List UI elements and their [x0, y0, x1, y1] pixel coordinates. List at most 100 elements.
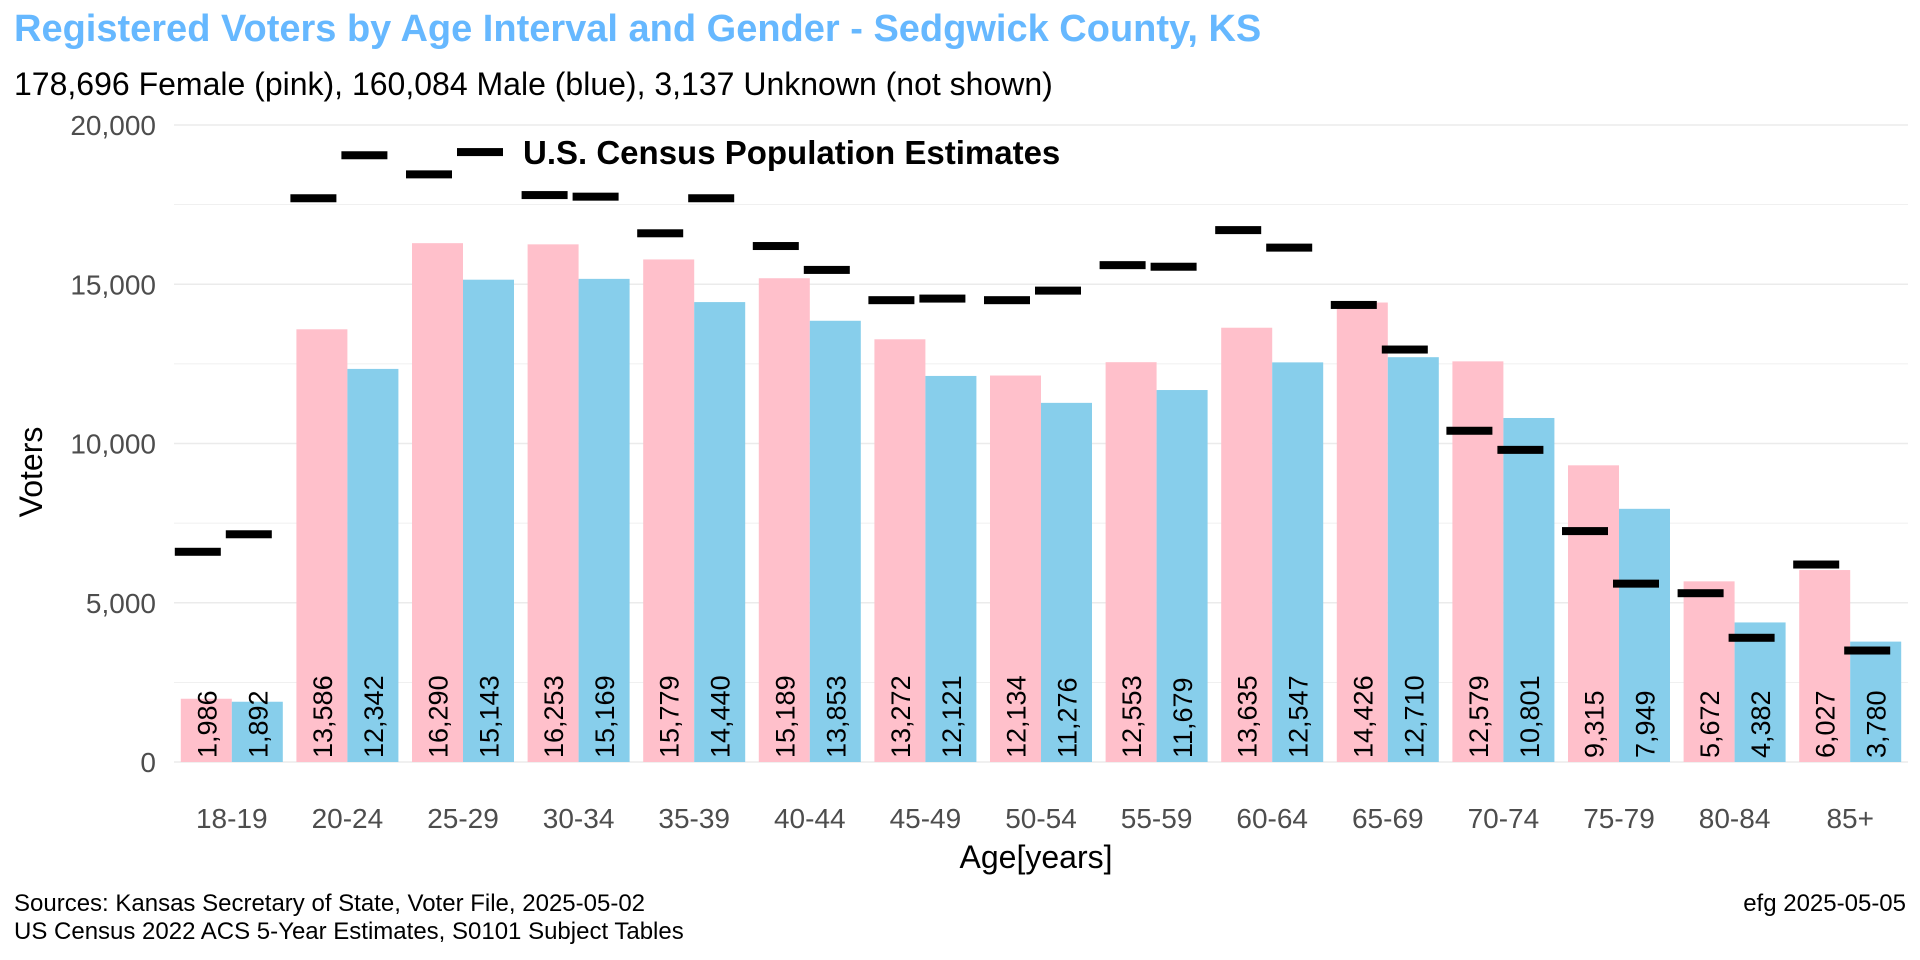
male-value-label: 12,710	[1399, 675, 1429, 758]
female-bar	[1336, 302, 1388, 762]
female-bar	[990, 375, 1041, 762]
male-census-marker	[803, 265, 850, 274]
female-bar	[643, 259, 695, 762]
female-value-label: 16,290	[424, 675, 454, 758]
female-census-marker	[1677, 589, 1724, 598]
female-census-marker	[521, 191, 568, 200]
chart-title: Registered Voters by Age Interval and Ge…	[14, 8, 1262, 50]
x-tick-label: 45-49	[890, 803, 962, 834]
x-tick-label: 70-74	[1468, 803, 1540, 834]
male-bar	[809, 320, 861, 762]
male-census-marker	[919, 294, 966, 303]
male-bar	[578, 278, 630, 762]
male-value-label: 7,949	[1631, 690, 1661, 758]
male-census-marker	[1266, 243, 1313, 252]
axes: 0 5,000 10,000 15,000 20,000 18-19 20-24 25-29 3…	[70, 110, 1874, 834]
census-markers	[174, 148, 1891, 655]
male-value-label: 11,276	[1053, 677, 1083, 758]
female-census-marker	[1562, 527, 1608, 536]
female-bar	[527, 244, 579, 763]
male-value-label: 12,121	[937, 675, 967, 758]
male-bar	[347, 368, 399, 762]
male-bar	[1156, 390, 1208, 762]
male-census-marker	[572, 192, 619, 201]
x-tick-label: 55-59	[1121, 803, 1193, 834]
female-value-label: 5,672	[1695, 690, 1725, 758]
female-census-marker	[1446, 426, 1493, 435]
male-census-marker	[1150, 262, 1197, 271]
female-value-label: 12,553	[1117, 675, 1147, 758]
male-census-marker	[688, 194, 735, 203]
female-census-marker	[290, 194, 337, 203]
female-bar	[874, 339, 926, 762]
female-census-marker	[637, 229, 684, 238]
y-axis-title: Voters	[13, 427, 49, 518]
y-tick-label: 20,000	[70, 110, 156, 141]
male-value-label: 4,382	[1746, 690, 1776, 758]
male-value-label: 15,143	[475, 675, 505, 758]
x-tick-label: 80-84	[1699, 803, 1771, 834]
male-census-marker	[1728, 633, 1775, 642]
source-line-1: Sources: Kansas Secretary of State, Vote…	[14, 890, 646, 917]
female-census-marker	[752, 242, 799, 251]
y-tick-label: 10,000	[70, 429, 156, 460]
female-census-marker	[1793, 560, 1840, 569]
female-value-label: 12,579	[1464, 675, 1494, 758]
female-value-label: 12,134	[1002, 675, 1032, 758]
male-bar	[925, 375, 977, 762]
male-census-marker	[1844, 646, 1891, 655]
male-value-label: 11,679	[1168, 677, 1198, 758]
female-value-label: 13,586	[308, 675, 338, 758]
female-value-label: 13,272	[886, 675, 916, 758]
x-tick-label: 65-69	[1352, 803, 1424, 834]
female-bar	[758, 278, 810, 762]
male-bar	[231, 701, 283, 762]
female-value-label: 6,027	[1811, 690, 1841, 758]
male-census-marker	[1035, 286, 1081, 295]
female-bar	[1105, 362, 1157, 762]
y-tick-label: 15,000	[70, 269, 156, 300]
female-value-label: 13,635	[1233, 675, 1263, 758]
male-bar	[1272, 362, 1324, 762]
male-bar	[1619, 508, 1670, 762]
female-bar	[1683, 581, 1735, 762]
female-bar	[412, 243, 463, 762]
author-date-caption: efg 2025-05-05	[1743, 890, 1906, 917]
x-tick-label: 18-19	[196, 803, 268, 834]
male-census-marker	[457, 148, 503, 157]
male-census-marker	[341, 151, 388, 160]
x-tick-label: 50-54	[1005, 803, 1077, 834]
source-caption: Sources: Kansas Secretary of State, Vote…	[14, 890, 684, 946]
male-value-label: 10,801	[1515, 675, 1545, 758]
female-census-marker	[984, 296, 1030, 305]
male-bar	[1850, 641, 1902, 762]
x-tick-label: 40-44	[774, 803, 846, 834]
male-census-marker	[225, 530, 272, 539]
female-bar	[296, 329, 348, 762]
female-value-label: 15,779	[655, 675, 685, 758]
female-bar	[1799, 570, 1851, 762]
female-census-marker	[1099, 261, 1146, 270]
source-line-2: US Census 2022 ACS 5-Year Estimates, S01…	[14, 918, 684, 945]
female-bar	[1568, 465, 1619, 762]
male-census-marker	[1613, 579, 1659, 588]
male-census-marker	[1381, 345, 1428, 354]
x-tick-label: 35-39	[658, 803, 730, 834]
x-tick-label: 60-64	[1236, 803, 1308, 834]
female-census-marker	[406, 170, 452, 179]
x-tick-label: 30-34	[543, 803, 615, 834]
y-tick-label: 5,000	[86, 588, 156, 619]
female-value-label: 16,253	[539, 675, 569, 758]
y-tick-label: 0	[140, 747, 156, 778]
female-census-marker	[174, 547, 221, 556]
census-annotation: U.S. Census Population Estimates	[523, 134, 1060, 171]
male-bar	[1734, 622, 1786, 762]
x-tick-label: 20-24	[312, 803, 384, 834]
male-bar	[1387, 357, 1439, 762]
female-value-label: 14,426	[1348, 675, 1378, 758]
male-bar	[694, 302, 746, 762]
female-bar	[1221, 327, 1273, 762]
female-value-label: 1,986	[192, 690, 222, 758]
male-value-label: 12,547	[1284, 675, 1314, 758]
